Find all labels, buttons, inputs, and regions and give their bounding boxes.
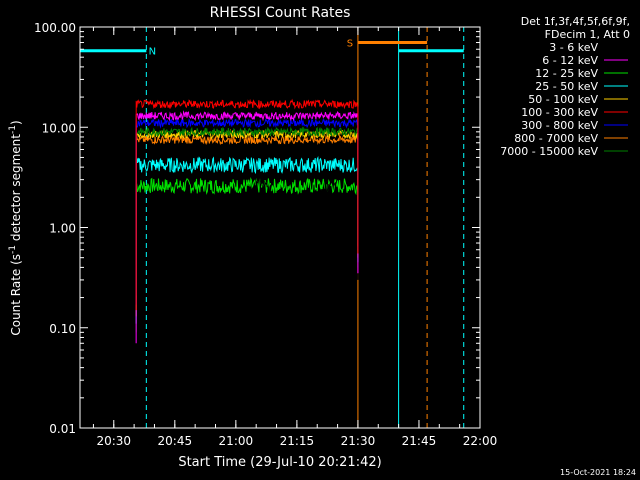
legend-label: 25 - 50 keV	[535, 80, 598, 93]
axes-ticks: 0.01 0.10 1.00 10.00 100.00 20:30 20:45 21:00 21…	[34, 21, 497, 448]
legend-label: 3 - 6 keV	[549, 41, 598, 54]
y-label-sup-2: -1	[8, 125, 18, 134]
series-line	[135, 134, 359, 300]
legend-header-line-1: Det 1f,3f,4f,5f,6f,9f,	[521, 15, 630, 28]
series-line	[135, 110, 359, 344]
x-tick-label: 21:45	[402, 434, 437, 448]
legend-label: 12 - 25 keV	[535, 67, 598, 80]
y-label-part-3: )	[9, 120, 23, 125]
y-tick-label: 10.00	[42, 121, 76, 135]
x-tick-label: 22:00	[463, 434, 498, 448]
series-line	[135, 128, 359, 317]
series-line	[135, 155, 359, 324]
legend-label: 50 - 100 keV	[528, 93, 598, 106]
x-axis-label: Start Time (29-Jul-10 20:21:42)	[178, 455, 381, 470]
y-tick-label: 100.00	[34, 21, 76, 35]
series-line	[135, 98, 359, 311]
chart-title: RHESSI Count Rates	[210, 5, 351, 21]
series-line	[135, 126, 359, 296]
legend: Det 1f,3f,4f,5f,6f,9f, FDecim 1, Att 0 3…	[500, 15, 630, 158]
x-tick-label: 21:00	[219, 434, 254, 448]
legend-label: 300 - 800 keV	[521, 119, 598, 132]
saa-label: S	[347, 39, 353, 50]
y-tick-label: 0.01	[49, 422, 76, 436]
legend-label: 6 - 12 keV	[542, 54, 598, 67]
x-tick-label: 21:15	[280, 434, 315, 448]
series-line	[135, 117, 359, 305]
legend-header-line-2: FDecim 1, Att 0	[545, 28, 630, 41]
y-axis-label: Count Rate (s-1 detector segment-1)	[8, 120, 23, 335]
y-tick-label: 0.10	[49, 322, 76, 336]
legend-label: 800 - 7000 keV	[514, 132, 598, 145]
y-label-part-1: Count Rate (s	[9, 254, 23, 336]
y-label-part-2: detector segment	[9, 134, 23, 245]
series-line	[135, 177, 359, 333]
x-tick-label: 21:30	[341, 434, 376, 448]
night-label: N	[149, 47, 156, 58]
x-tick-label: 20:30	[96, 434, 131, 448]
x-tick-label: 20:45	[158, 434, 193, 448]
y-label-sup-1: -1	[8, 245, 18, 254]
y-tick-label: 1.00	[49, 222, 76, 236]
footer-timestamp: 15-Oct-2021 18:24	[560, 468, 636, 477]
plot-area: NS	[79, 27, 465, 428]
legend-label: 100 - 300 keV	[521, 106, 598, 119]
series-line	[135, 145, 359, 358]
legend-label: 7000 - 15000 keV	[500, 145, 598, 158]
